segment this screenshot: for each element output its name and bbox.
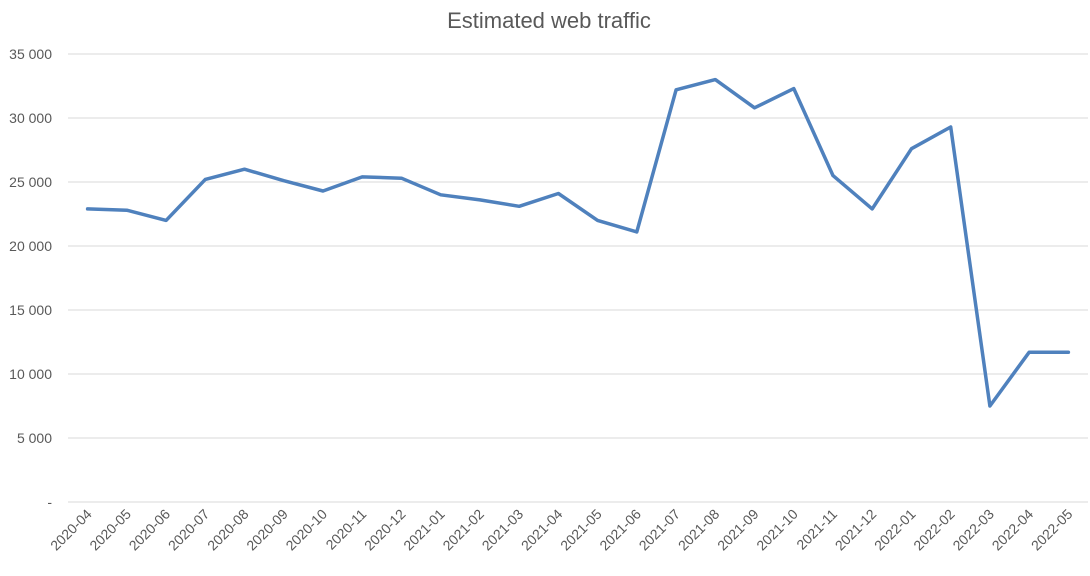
x-tick-label: 2021-02 <box>439 506 487 554</box>
x-tick-label: 2020-10 <box>282 506 330 554</box>
x-tick-label: 2020-06 <box>126 506 174 554</box>
x-tick-label: 2020-04 <box>47 506 95 554</box>
y-tick-label: 10 000 <box>9 366 52 382</box>
x-tick-label: 2021-01 <box>400 506 448 554</box>
x-tick-label: 2020-07 <box>165 506 213 554</box>
chart-title: Estimated web traffic <box>447 8 651 33</box>
x-tick-label: 2020-05 <box>86 506 134 554</box>
x-tick-label: 2021-12 <box>832 506 880 554</box>
x-tick-label: 2021-09 <box>714 506 762 554</box>
x-tick-label: 2020-09 <box>243 506 291 554</box>
y-tick-label: 25 000 <box>9 174 52 190</box>
y-tick-label: 35 000 <box>9 46 52 62</box>
gridlines <box>68 53 1088 503</box>
y-tick-label: 30 000 <box>9 110 52 126</box>
x-tick-label: 2020-11 <box>322 506 369 553</box>
x-tick-label: 2021-07 <box>636 506 684 554</box>
x-tick-label: 2022-01 <box>871 506 919 554</box>
y-tick-label: - <box>47 494 52 510</box>
x-tick-label: 2021-03 <box>479 506 527 554</box>
y-tick-label: 20 000 <box>9 238 52 254</box>
y-axis-ticks: - 5 000 10 000 15 000 20 000 25 000 30 000 35 0… <box>9 46 52 510</box>
x-tick-label: 2021-11 <box>793 506 840 553</box>
x-tick-label: 2022-02 <box>910 506 958 554</box>
x-tick-label: 2022-05 <box>1028 506 1076 554</box>
x-tick-label: 2021-04 <box>518 506 566 554</box>
x-tick-label: 2021-06 <box>596 506 644 554</box>
x-tick-label: 2022-04 <box>989 506 1037 554</box>
x-tick-label: 2020-08 <box>204 506 252 554</box>
x-tick-label: 2021-10 <box>753 506 801 554</box>
y-tick-label: 5 000 <box>17 430 52 446</box>
series-line <box>85 77 1071 408</box>
x-axis-ticks: 2020-042020-052020-062020-072020-082020-… <box>47 506 1076 554</box>
series-layer <box>85 77 1071 408</box>
x-tick-label: 2021-08 <box>675 506 723 554</box>
x-tick-label: 2020-12 <box>361 506 409 554</box>
x-tick-label: 2022-03 <box>949 506 997 554</box>
x-tick-label: 2021-05 <box>557 506 605 554</box>
y-tick-label: 15 000 <box>9 302 52 318</box>
